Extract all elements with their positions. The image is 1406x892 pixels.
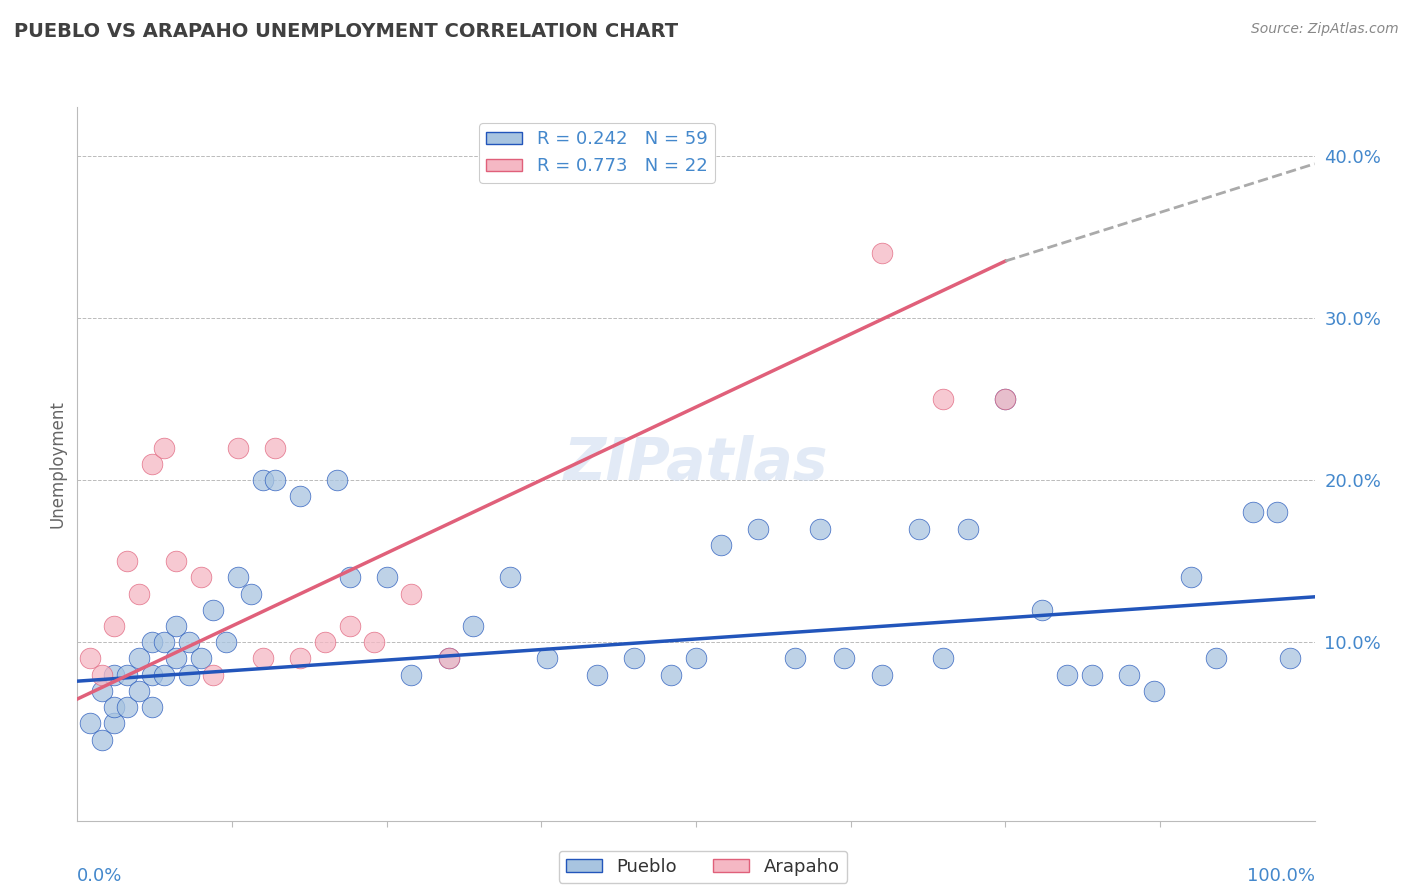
Point	[685, 651, 707, 665]
Point	[401, 667, 423, 681]
Point	[103, 667, 125, 681]
Point	[264, 441, 287, 455]
Point	[141, 635, 163, 649]
Point	[1031, 603, 1053, 617]
Point	[375, 570, 398, 584]
Text: Source: ZipAtlas.com: Source: ZipAtlas.com	[1251, 22, 1399, 37]
Point	[1241, 506, 1264, 520]
Point	[79, 651, 101, 665]
Text: PUEBLO VS ARAPAHO UNEMPLOYMENT CORRELATION CHART: PUEBLO VS ARAPAHO UNEMPLOYMENT CORRELATI…	[14, 22, 678, 41]
Point	[103, 619, 125, 633]
Point	[165, 554, 187, 568]
Point	[153, 667, 176, 681]
Point	[103, 700, 125, 714]
Point	[153, 441, 176, 455]
Point	[1056, 667, 1078, 681]
Point	[401, 586, 423, 600]
Point	[339, 570, 361, 584]
Point	[128, 651, 150, 665]
Point	[128, 684, 150, 698]
Point	[932, 392, 955, 406]
Point	[190, 570, 212, 584]
Point	[91, 684, 114, 698]
Text: ZIPatlas: ZIPatlas	[564, 435, 828, 492]
Y-axis label: Unemployment: Unemployment	[48, 400, 66, 528]
Point	[1143, 684, 1166, 698]
Point	[1278, 651, 1301, 665]
Point	[907, 522, 929, 536]
Point	[994, 392, 1017, 406]
Point	[202, 667, 225, 681]
Point	[834, 651, 856, 665]
Point	[128, 586, 150, 600]
Point	[437, 651, 460, 665]
Point	[808, 522, 831, 536]
Point	[202, 603, 225, 617]
Point	[264, 473, 287, 487]
Point	[659, 667, 682, 681]
Point	[252, 651, 274, 665]
Point	[463, 619, 485, 633]
Point	[288, 489, 311, 503]
Text: 100.0%: 100.0%	[1247, 867, 1315, 885]
Point	[957, 522, 980, 536]
Text: 0.0%: 0.0%	[77, 867, 122, 885]
Point	[153, 635, 176, 649]
Point	[710, 538, 733, 552]
Point	[165, 651, 187, 665]
Point	[103, 716, 125, 731]
Point	[79, 716, 101, 731]
Point	[177, 667, 200, 681]
Point	[1180, 570, 1202, 584]
Point	[115, 667, 138, 681]
Point	[91, 732, 114, 747]
Point	[783, 651, 806, 665]
Point	[1081, 667, 1104, 681]
Point	[1267, 506, 1289, 520]
Point	[226, 570, 249, 584]
Point	[239, 586, 262, 600]
Point	[536, 651, 558, 665]
Point	[226, 441, 249, 455]
Point	[190, 651, 212, 665]
Point	[499, 570, 522, 584]
Point	[141, 667, 163, 681]
Point	[215, 635, 238, 649]
Point	[363, 635, 385, 649]
Point	[115, 554, 138, 568]
Point	[339, 619, 361, 633]
Point	[314, 635, 336, 649]
Point	[288, 651, 311, 665]
Legend: Pueblo, Arapaho: Pueblo, Arapaho	[558, 851, 848, 883]
Point	[623, 651, 645, 665]
Point	[165, 619, 187, 633]
Point	[1205, 651, 1227, 665]
Point	[177, 635, 200, 649]
Point	[115, 700, 138, 714]
Point	[141, 457, 163, 471]
Point	[326, 473, 349, 487]
Point	[252, 473, 274, 487]
Point	[994, 392, 1017, 406]
Point	[141, 700, 163, 714]
Point	[586, 667, 609, 681]
Point	[932, 651, 955, 665]
Point	[91, 667, 114, 681]
Point	[870, 667, 893, 681]
Point	[870, 246, 893, 260]
Point	[747, 522, 769, 536]
Legend: R = 0.242   N = 59, R = 0.773   N = 22: R = 0.242 N = 59, R = 0.773 N = 22	[479, 123, 714, 183]
Point	[437, 651, 460, 665]
Point	[1118, 667, 1140, 681]
